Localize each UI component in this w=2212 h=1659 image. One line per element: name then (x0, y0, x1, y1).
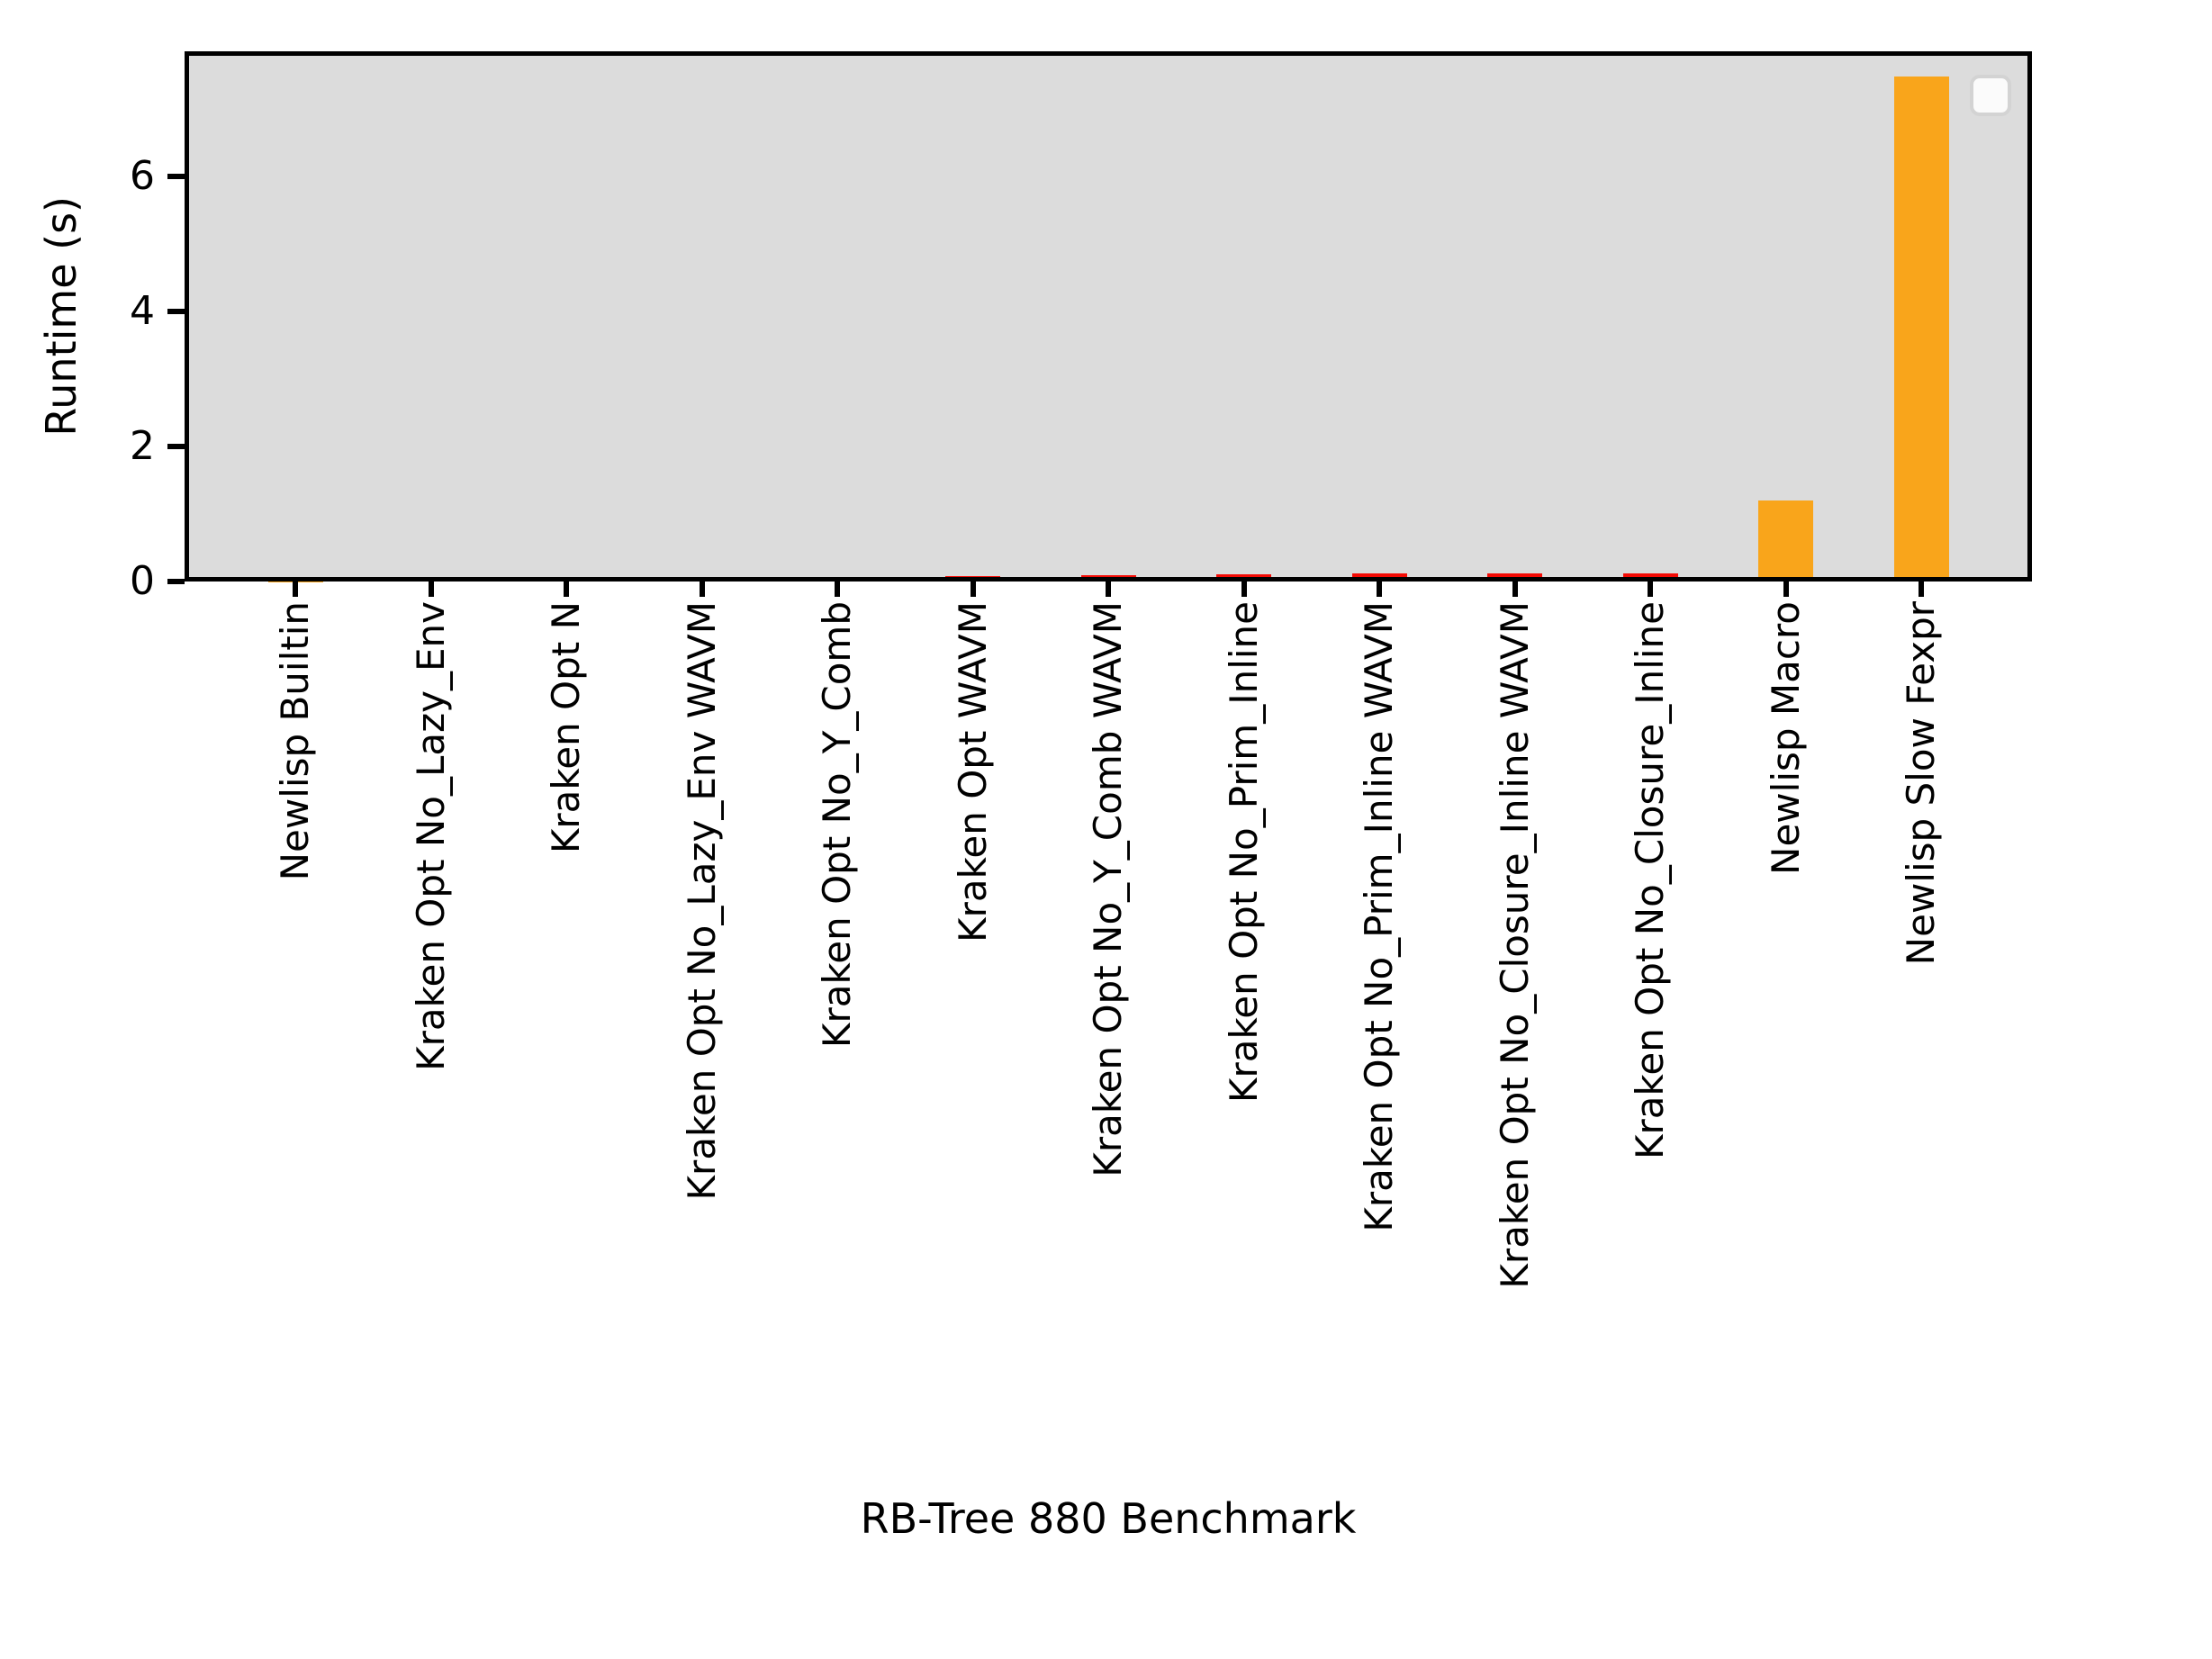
x-tick-mark (1919, 580, 1924, 597)
legend-box (1970, 75, 2011, 116)
x-tick-mark (1783, 580, 1789, 597)
y-tick-label: 4 (130, 287, 155, 334)
x-tick-mark (1241, 580, 1247, 597)
y-tick-label: 2 (130, 422, 155, 469)
x-axis-label: RB-Tree 880 Benchmark (860, 1494, 1357, 1543)
x-tick-mark (1106, 580, 1111, 597)
y-tick-mark (167, 579, 185, 584)
x-tick-label: Kraken Opt No_Closure_Inline WAVM (1492, 601, 1537, 1289)
x-tick-label: Kraken Opt No_Lazy_Env (408, 601, 453, 1071)
y-tick-mark (167, 308, 185, 314)
y-tick-mark (167, 443, 185, 449)
x-tick-mark (835, 580, 840, 597)
x-tick-mark (1512, 580, 1518, 597)
bar (1893, 76, 1949, 582)
x-tick-label: Kraken Opt No_Prim_Inline (1221, 601, 1266, 1104)
bar (1758, 500, 1813, 582)
y-axis-label: Runtime (s) (37, 196, 86, 437)
y-tick-label: 0 (130, 558, 155, 604)
x-tick-mark (564, 580, 569, 597)
y-tick-mark (167, 173, 185, 179)
x-tick-label: Kraken Opt N (544, 601, 588, 854)
x-tick-label: Newlisp Macro (1763, 601, 1808, 875)
x-tick-mark (428, 580, 434, 597)
y-axis-label-wrap: Runtime (s) (25, 51, 97, 582)
x-tick-label: Newlisp Builtin (273, 601, 317, 881)
x-tick-label: Kraken Opt No_Closure_Inline (1628, 601, 1672, 1160)
x-tick-mark (1377, 580, 1382, 597)
x-tick-mark (293, 580, 298, 597)
y-tick-label: 6 (130, 152, 155, 199)
x-tick-label: Kraken Opt No_Prim_Inline WAVM (1357, 601, 1401, 1232)
x-tick-mark (1648, 580, 1653, 597)
x-tick-label: Kraken Opt WAVM (950, 601, 995, 942)
x-tick-label: Kraken Opt No_Y_Comb WAVM (1086, 601, 1130, 1177)
x-tick-label: Kraken Opt No_Y_Comb (815, 601, 859, 1049)
x-tick-label: Kraken Opt No_Lazy_Env WAVM (679, 601, 724, 1201)
x-tick-mark (970, 580, 976, 597)
plot-area (185, 51, 2032, 582)
x-tick-label: Newlisp Slow Fexpr (1899, 601, 1943, 966)
x-tick-mark (699, 580, 705, 597)
